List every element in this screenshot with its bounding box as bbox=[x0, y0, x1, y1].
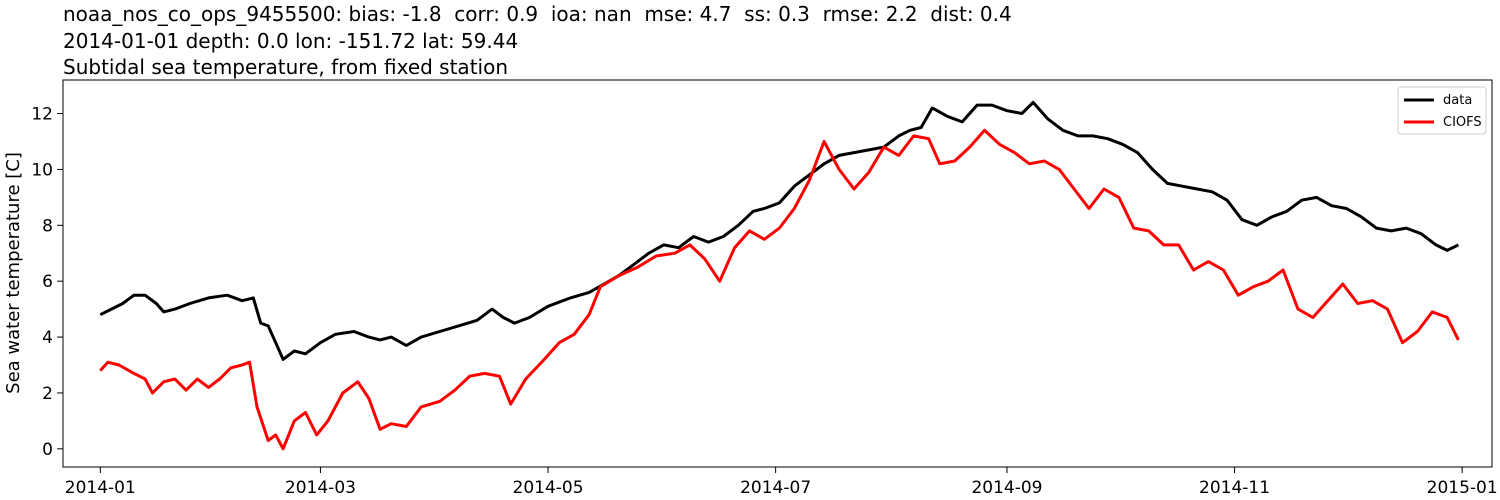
y-tick-label: 10 bbox=[31, 160, 53, 180]
chart-title-location: 2014-01-01 depth: 0.0 lon: -151.72 lat: … bbox=[63, 29, 519, 53]
y-axis-label: Sea water temperature [C] bbox=[3, 152, 24, 394]
x-tick-label: 2014-01 bbox=[65, 478, 136, 498]
y-tick-label: 12 bbox=[31, 105, 53, 125]
y-tick-label: 6 bbox=[42, 272, 53, 292]
y-tick-label: 8 bbox=[42, 216, 53, 236]
chart-title-description: Subtidal sea temperature, from fixed sta… bbox=[63, 55, 508, 79]
y-tick-label: 4 bbox=[42, 328, 53, 348]
legend: data CIOFS bbox=[1397, 86, 1487, 135]
series-line-data bbox=[99, 100, 1460, 361]
plot-frame bbox=[62, 79, 1493, 468]
chart-title-metrics: noaa_nos_co_ops_9455500: bias: -1.8 corr… bbox=[63, 2, 1012, 26]
y-axis: 0 2 4 6 8 10 12 bbox=[31, 105, 63, 460]
x-tick-label: 2014-11 bbox=[1199, 478, 1270, 498]
x-tick-label: 2014-03 bbox=[285, 478, 356, 498]
x-tick-label: 2014-05 bbox=[513, 478, 584, 498]
y-tick-label: 2 bbox=[42, 384, 53, 404]
series-line-ciofs bbox=[99, 128, 1460, 451]
x-tick-label: 2015-01 bbox=[1427, 478, 1498, 498]
legend-label-data: data bbox=[1443, 93, 1472, 108]
x-tick-label: 2014-07 bbox=[740, 478, 811, 498]
x-tick-label: 2014-09 bbox=[971, 478, 1042, 498]
y-tick-label: 0 bbox=[42, 440, 53, 460]
x-axis: 2014-01 2014-03 2014-05 2014-07 2014-09 2014-… bbox=[65, 467, 1498, 498]
series-layer bbox=[99, 100, 1460, 451]
legend-label-ciofs: CIOFS bbox=[1443, 115, 1482, 130]
